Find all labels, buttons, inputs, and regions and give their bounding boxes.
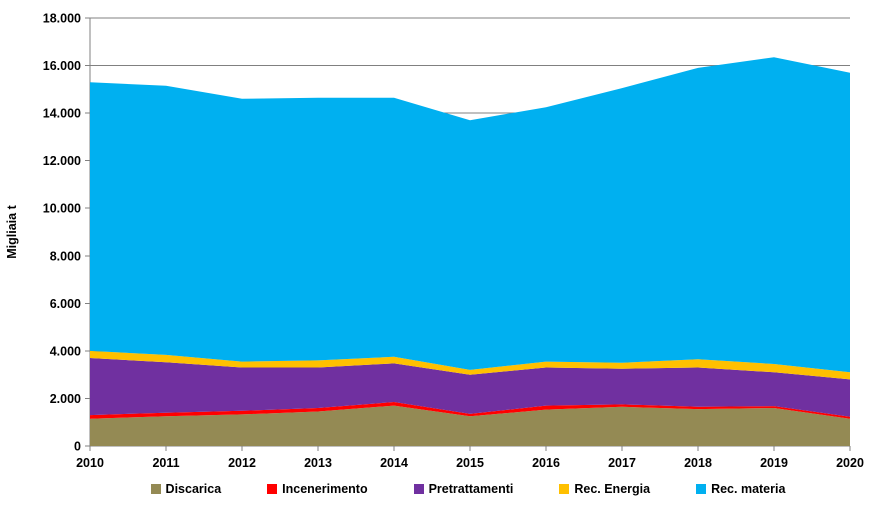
legend-swatch-pretrattamenti bbox=[413, 484, 424, 494]
legend-label: Rec. materia bbox=[711, 482, 786, 496]
y-tick-label: 8.000 bbox=[50, 249, 81, 263]
legend-label: Discarica bbox=[165, 482, 222, 496]
x-tick-label: 2015 bbox=[456, 456, 484, 470]
legend-swatch-rec-energia bbox=[559, 484, 570, 494]
y-tick-label: 2.000 bbox=[50, 392, 81, 406]
x-tick-label: 2018 bbox=[684, 456, 712, 470]
x-tick-label: 2019 bbox=[760, 456, 788, 470]
x-tick-label: 2016 bbox=[532, 456, 560, 470]
y-tick-label: 4.000 bbox=[50, 344, 81, 358]
legend-item-rec-energia: Rec. Energia bbox=[559, 482, 650, 496]
y-tick-label: 6.000 bbox=[50, 297, 81, 311]
y-tick-label: 18.000 bbox=[43, 12, 81, 26]
x-tick-label: 2011 bbox=[152, 456, 179, 470]
x-tick-label: 2010 bbox=[76, 456, 104, 470]
x-tick-label: 2017 bbox=[608, 456, 636, 470]
y-tick-label: 14.000 bbox=[43, 107, 81, 121]
x-tick-label: 2020 bbox=[836, 456, 864, 470]
x-tick-label: 2014 bbox=[380, 456, 408, 470]
y-tick-label: 0 bbox=[74, 440, 81, 454]
legend-swatch-incenerimento bbox=[267, 484, 278, 494]
x-tick-label: 2013 bbox=[304, 456, 332, 470]
y-tick-label: 16.000 bbox=[43, 59, 81, 73]
y-axis-title: Migliaia t bbox=[5, 204, 19, 258]
legend-swatch-rec-materia bbox=[696, 484, 707, 494]
legend-label: Rec. Energia bbox=[574, 482, 651, 496]
legend-item-rec-materia: Rec. materia bbox=[696, 482, 785, 496]
y-tick-label: 12.000 bbox=[43, 154, 81, 168]
legend-item-incenerimento: Incenerimento bbox=[267, 482, 368, 496]
area-discarica bbox=[90, 405, 850, 446]
area-incenerimento bbox=[90, 402, 850, 419]
legend-swatch-discarica bbox=[150, 484, 161, 494]
area-rec-materia bbox=[90, 57, 850, 373]
legend-item-discarica: Discarica bbox=[150, 482, 222, 496]
area-pretrattamenti bbox=[90, 358, 850, 417]
chart-legend: Discarica Incenerimento Pretrattamenti Rec.… bbox=[0, 482, 878, 496]
legend-label: Incenerimento bbox=[282, 482, 368, 496]
area-rec-energia bbox=[90, 350, 850, 380]
x-tick-label: 2012 bbox=[228, 456, 256, 470]
y-tick-label: 10.000 bbox=[43, 202, 81, 216]
legend-label: Pretrattamenti bbox=[428, 482, 514, 496]
legend-item-pretrattamenti: Pretrattamenti bbox=[413, 482, 514, 496]
